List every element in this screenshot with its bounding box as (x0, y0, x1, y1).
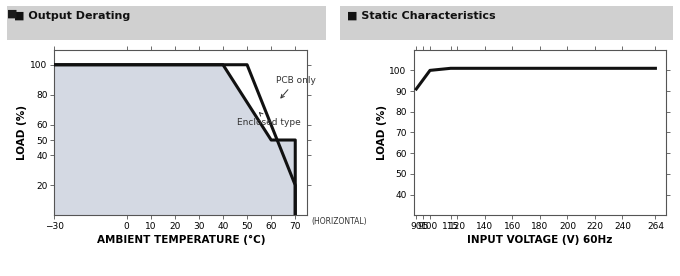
Text: (HORIZONTAL): (HORIZONTAL) (311, 217, 367, 226)
Text: ■: ■ (7, 8, 17, 18)
X-axis label: INPUT VOLTAGE (V) 60Hz: INPUT VOLTAGE (V) 60Hz (467, 235, 613, 245)
Text: ■ Output Derating: ■ Output Derating (14, 11, 130, 21)
X-axis label: AMBIENT TEMPERATURE (°C): AMBIENT TEMPERATURE (°C) (97, 235, 265, 245)
Text: ■ Static Characteristics: ■ Static Characteristics (347, 11, 496, 21)
Polygon shape (54, 65, 295, 215)
Y-axis label: LOAD (%): LOAD (%) (18, 105, 27, 160)
Text: Enclosed type: Enclosed type (237, 113, 301, 127)
Text: PCB only: PCB only (276, 76, 316, 98)
Y-axis label: LOAD (%): LOAD (%) (377, 105, 386, 160)
